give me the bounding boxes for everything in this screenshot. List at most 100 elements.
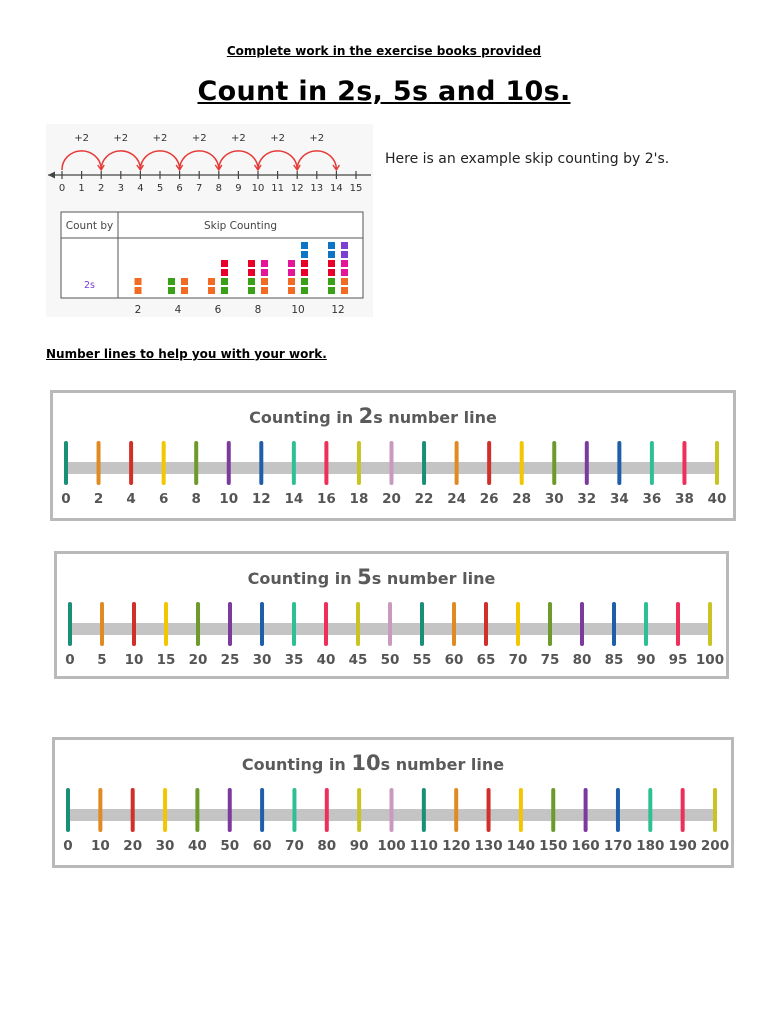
axis-tick-label: 4 <box>137 183 143 194</box>
skip-count-label: 6 <box>215 304 222 316</box>
number-line-value: 22 <box>415 491 434 507</box>
counting-block <box>134 287 142 294</box>
counting-block <box>341 269 348 276</box>
number-line-value: 30 <box>156 838 175 854</box>
skip-count-label: 12 <box>331 304 344 316</box>
number-line-value: 170 <box>604 838 632 854</box>
number-line-value: 110 <box>410 838 438 854</box>
number-line-value: 30 <box>253 652 272 668</box>
counting-block <box>261 287 268 294</box>
jump-label: +2 <box>231 133 246 144</box>
axis-tick-label: 13 <box>310 183 323 194</box>
number-line-value: 80 <box>317 838 336 854</box>
skip-count-label: 8 <box>255 304 262 316</box>
number-line-value: 150 <box>539 838 567 854</box>
counting-block <box>261 269 268 276</box>
number-line-value: 24 <box>447 491 466 507</box>
number-line-5s-graphic: Counting in 5s number line 0 5 10 15 20 25 30 35… <box>65 565 724 668</box>
counting-block <box>341 251 348 258</box>
number-line-value: 65 <box>477 652 496 668</box>
counting-block <box>221 278 228 285</box>
number-line-value: 95 <box>669 652 688 668</box>
number-line-value: 180 <box>636 838 664 854</box>
number-line-value: 4 <box>126 491 135 507</box>
counting-block <box>301 287 308 294</box>
number-line-value: 16 <box>317 491 336 507</box>
number-line-value: 70 <box>285 838 304 854</box>
number-line-title: Counting in 2s number line <box>249 404 497 428</box>
number-line-value: 12 <box>252 491 271 507</box>
counting-block <box>328 251 335 258</box>
number-line-value: 8 <box>191 491 200 507</box>
skip-count-label: 10 <box>291 304 304 316</box>
number-line-value: 18 <box>350 491 369 507</box>
counting-block <box>248 260 255 267</box>
jump-label: +2 <box>309 133 324 144</box>
number-line-value: 2 <box>94 491 103 507</box>
number-line-value: 80 <box>573 652 592 668</box>
counting-block <box>301 269 308 276</box>
number-line-value: 6 <box>159 491 168 507</box>
counting-block <box>301 260 308 267</box>
number-line-value: 26 <box>480 491 499 507</box>
number-line-value: 5 <box>97 652 106 668</box>
number-line-value: 0 <box>65 652 74 668</box>
number-line-value: 0 <box>63 838 72 854</box>
jump-label: +2 <box>74 133 89 144</box>
counting-block <box>168 287 175 294</box>
number-line-10s-graphic: Counting in 10s number line 0 10 20 30 40 50 60… <box>63 751 729 854</box>
number-line-value: 100 <box>696 652 724 668</box>
axis-tick-label: 7 <box>196 183 202 194</box>
number-line-value: 55 <box>413 652 432 668</box>
counting-block <box>261 278 268 285</box>
number-line-2s: Counting in 2s number line 0 2 4 6 8 10 12 14 16 1… <box>50 390 736 521</box>
counting-block <box>288 278 295 285</box>
counting-block <box>134 278 142 285</box>
number-line-value: 10 <box>91 838 110 854</box>
axis-tick-label: 11 <box>271 183 284 194</box>
number-line-value: 0 <box>61 491 70 507</box>
counting-block <box>341 242 348 249</box>
jump-label: +2 <box>270 133 285 144</box>
counting-block <box>248 269 255 276</box>
table-header-skip-counting: Skip Counting <box>204 220 277 232</box>
jump-arc <box>100 150 142 171</box>
number-line-value: 120 <box>442 838 470 854</box>
number-line-value: 10 <box>219 491 238 507</box>
axis-tick-label: 9 <box>235 183 241 194</box>
number-line-value: 30 <box>545 491 564 507</box>
counting-block <box>341 287 348 294</box>
axis-tick-label: 1 <box>78 183 84 194</box>
arrow-left-icon <box>48 171 55 179</box>
counting-block <box>328 260 335 267</box>
number-line-value: 50 <box>220 838 239 854</box>
axis-tick-label: 2 <box>98 183 104 194</box>
skip-count-label: 4 <box>175 304 182 316</box>
number-line-value: 20 <box>382 491 401 507</box>
counting-block <box>221 287 228 294</box>
number-line-value: 100 <box>377 838 405 854</box>
jump-arc <box>61 150 102 171</box>
axis-tick-label: 5 <box>157 183 163 194</box>
number-line-value: 20 <box>189 652 208 668</box>
number-line-value: 25 <box>221 652 240 668</box>
counting-block <box>341 278 348 285</box>
counting-block <box>208 278 215 285</box>
counting-block <box>288 269 295 276</box>
counting-block <box>221 269 228 276</box>
jump-arc <box>296 150 338 171</box>
number-line-title: Counting in 5s number line <box>248 565 496 589</box>
number-line-value: 45 <box>349 652 368 668</box>
counting-block <box>341 260 348 267</box>
number-line-value: 140 <box>507 838 535 854</box>
axis-tick-label: 10 <box>252 183 265 194</box>
axis-tick-label: 3 <box>118 183 124 194</box>
row-label-2s: 2s <box>84 280 95 291</box>
arrow-down-icon <box>293 164 301 172</box>
counting-block <box>301 278 308 285</box>
number-line-value: 160 <box>572 838 600 854</box>
jump-arc <box>178 150 220 171</box>
counting-block <box>208 287 215 294</box>
counting-block <box>248 278 255 285</box>
